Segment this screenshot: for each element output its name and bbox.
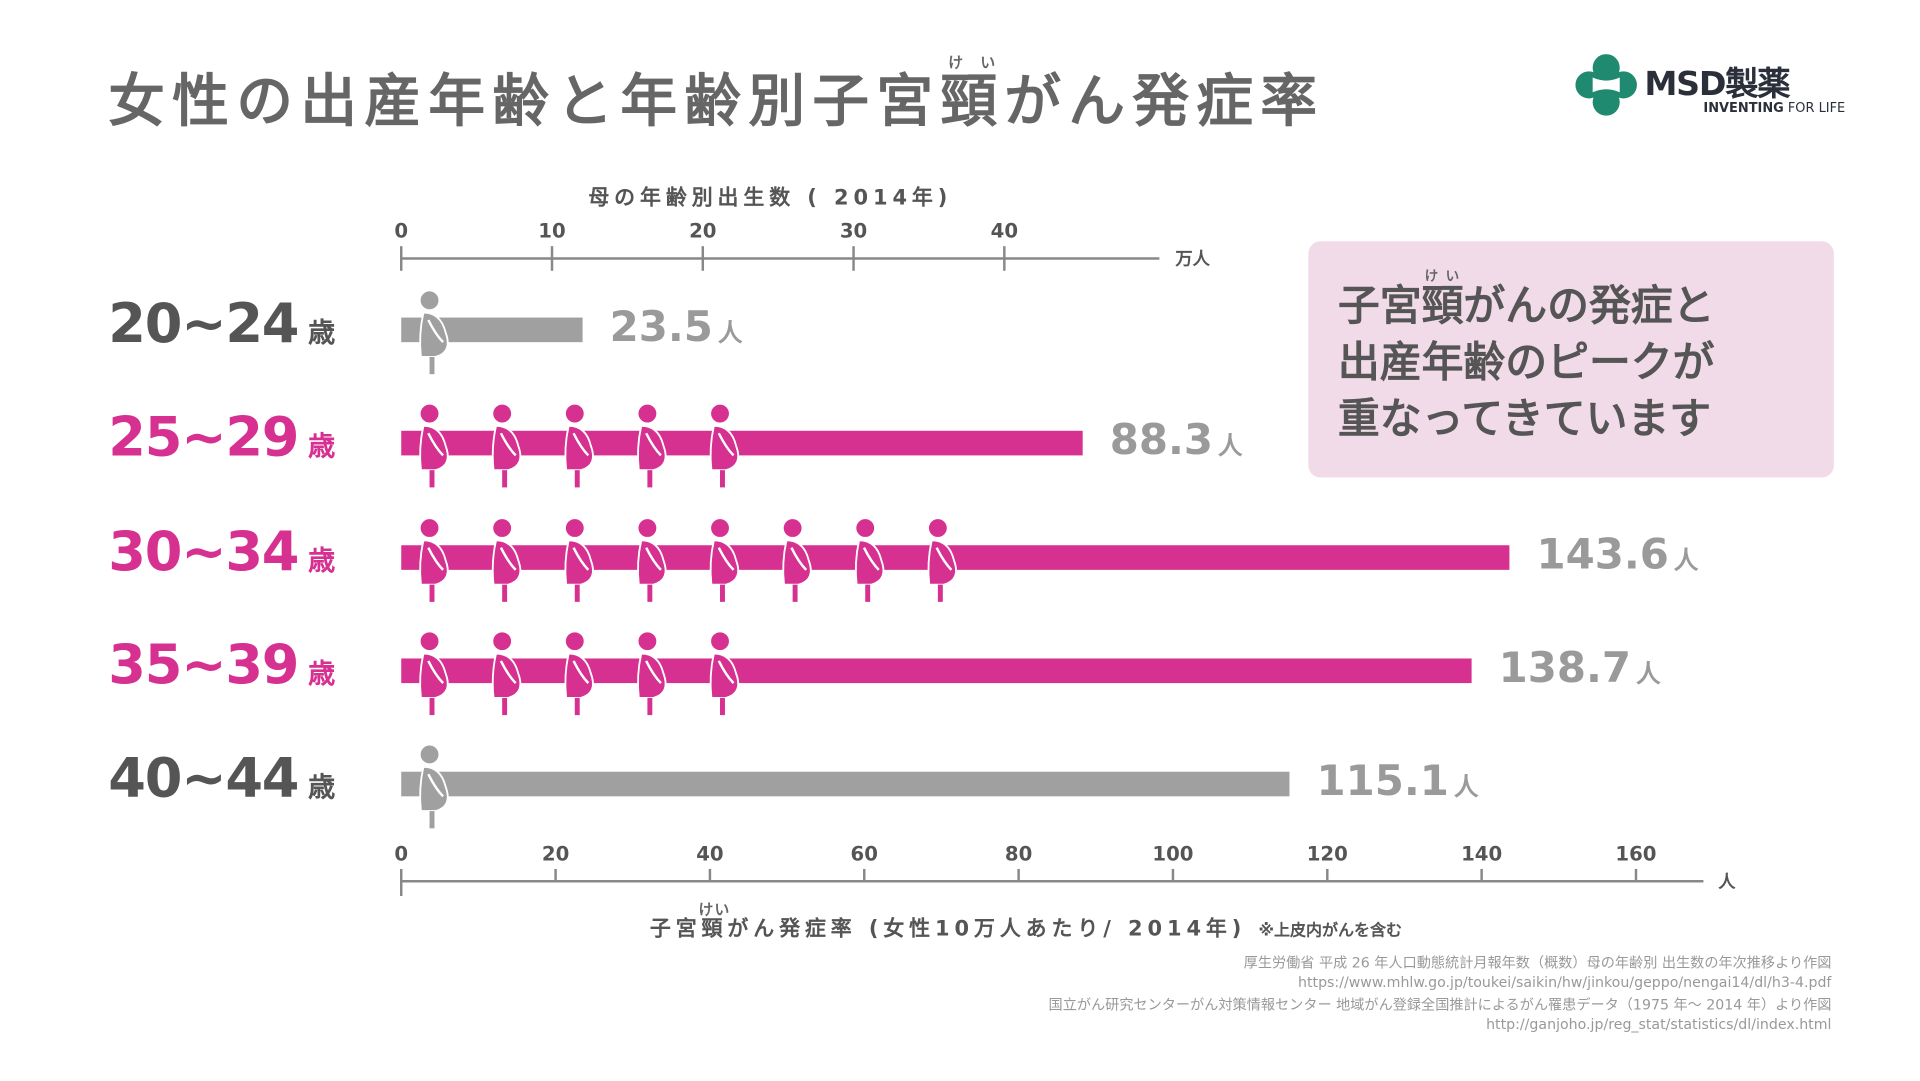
pregnant-woman-icon: [709, 402, 740, 488]
pregnant-woman-icon: [781, 517, 812, 602]
age-label: 20~24 歳: [108, 292, 335, 356]
top-axis-tick-label: 30: [839, 219, 868, 243]
top-axis-tick-label: 10: [538, 219, 566, 243]
bar: [401, 771, 1290, 797]
msd-logo: MSD製薬 INVENTING FOR LIFE: [1575, 52, 1846, 126]
bar: [401, 658, 1472, 684]
value-label: 88.3 人: [1109, 416, 1243, 466]
logo-brand: MSD製薬: [1644, 65, 1790, 104]
pregnant-woman-icon: [564, 517, 594, 602]
bottom-axis-tick-label: 100: [1152, 841, 1194, 866]
pregnant-woman-icon: [636, 402, 667, 488]
pregnant-woman-icon: [636, 630, 667, 716]
value-label: 143.6 人: [1536, 530, 1699, 580]
top-axis-tick-label: 0: [394, 219, 409, 243]
pregnant-woman-icon: [418, 630, 449, 716]
source-2[interactable]: https://www.mhlw.go.jp/toukei/saikin/hw/…: [1297, 973, 1832, 991]
logo-tagline: INVENTING FOR LIFE: [1703, 100, 1846, 116]
bottom-axis-tick-label: 0: [394, 841, 409, 866]
page-title: 女性の出産年齢と年齢別子宮頸けいがん発症率: [108, 54, 1325, 135]
pregnant-woman-icon: [636, 517, 667, 602]
bottom-axis-tick-label: 140: [1461, 841, 1503, 866]
pregnant-woman-icon: [491, 517, 522, 602]
callout-line-1: 子宮頸けいがんの発症と: [1337, 268, 1715, 332]
age-label: 25~29 歳: [108, 406, 335, 469]
pregnant-woman-icon: [709, 630, 740, 716]
pregnant-woman-icon: [491, 402, 522, 488]
pregnant-woman-icon: [491, 630, 522, 716]
age-label: 30~34 歳: [108, 520, 335, 584]
age-label: 35~39 歳: [108, 633, 335, 697]
pregnant-woman-icon: [709, 517, 740, 602]
value-label: 115.1 人: [1316, 756, 1479, 807]
pregnant-woman-icon: [418, 402, 449, 488]
value-label: 138.7 人: [1498, 643, 1661, 693]
bottom-axis-unit: 人: [1718, 872, 1736, 893]
callout-line-3: 重なってきています: [1337, 395, 1712, 445]
bottom-axis-tick-label: 160: [1615, 841, 1657, 866]
bottom-axis-tick-label: 80: [1004, 841, 1033, 866]
source-3: 国立がん研究センターがん対策情報センター 地域がん登録全国推計によるがん罹患デー…: [1048, 995, 1832, 1013]
pregnant-woman-icon: [418, 517, 449, 602]
bottom-axis-note: ※上皮内がんを含む: [1258, 921, 1403, 941]
pregnant-woman-icon: [418, 743, 449, 829]
top-axis-tick-label: 20: [689, 219, 717, 243]
pregnant-woman-icon: [418, 289, 449, 375]
top-axis-title: 母の年齢別出生数 ( 2014年): [588, 185, 953, 211]
top-axis-unit: 万人: [1175, 249, 1210, 270]
bottom-axis-tick-label: 60: [850, 841, 878, 866]
source-1: 厚生労働省 平成 26 年人口動態統計月報年数（概数）母の年齢別 出生数の年次推…: [1243, 953, 1832, 972]
value-label: 23.5 人: [609, 302, 743, 353]
pregnant-woman-icon: [854, 517, 885, 602]
top-axis-tick-label: 40: [990, 219, 1019, 243]
msd-logo-icon: [1575, 54, 1637, 116]
bottom-axis-tick-label: 40: [696, 841, 724, 866]
pregnant-woman-icon: [564, 630, 594, 716]
pregnant-woman-icon: [927, 517, 957, 602]
callout-line-2: 出産年齢のピークが: [1337, 338, 1715, 388]
callout-box: 子宮頸けいがんの発症と 出産年齢のピークが 重なってきています: [1308, 241, 1834, 478]
bottom-axis-tick-label: 20: [541, 841, 570, 866]
age-label: 40~44 歳: [108, 747, 335, 810]
bottom-axis-tick-label: 120: [1306, 841, 1348, 866]
pregnant-woman-icon: [564, 402, 594, 488]
source-4[interactable]: http://ganjoho.jp/reg_stat/statistics/dl…: [1486, 1015, 1832, 1033]
bottom-axis-title: 子宮頸けいがん発症率 (女性10万人あたり/ 2014年) ※上皮内がんを含む: [649, 900, 1403, 942]
